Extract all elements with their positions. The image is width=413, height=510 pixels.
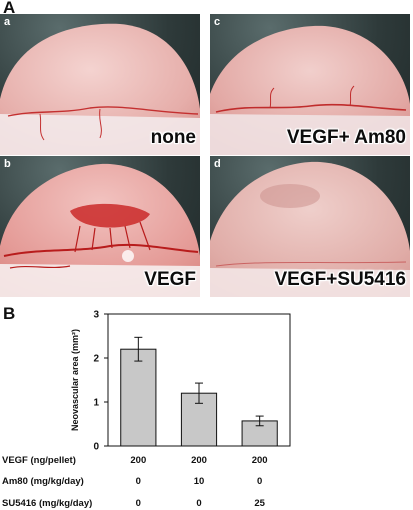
table-cell: 25 [254,498,265,509]
neovascular-area-chart: 0 1 2 3 Neovascular area (mm²) VEGF (ng/pell… [2,310,291,509]
cornea-image [0,23,200,155]
y-tick-label: 1 [93,398,99,409]
table-row-label: Am80 (mg/kg/day) [2,476,84,487]
table-cell: 0 [257,476,262,487]
table-cell: 200 [130,455,146,466]
y-tick-label: 3 [93,310,99,321]
photo-letter: a [4,16,11,28]
panel-b-letter: B [3,304,16,323]
panel-a-letter: A [3,0,16,17]
table-cell: 10 [194,476,205,487]
photo-vegf-su5416: d VEGF+SU5416 [210,156,410,297]
cornea-image [210,161,410,297]
photo-letter: d [214,158,221,170]
photo-label: none [150,127,196,148]
plot-area: 0 1 2 3 Neovascular area (mm²) [70,310,291,453]
y-tick-label: 0 [93,442,99,453]
photo-letter: b [4,158,11,170]
table-row-label: VEGF (ng/pellet) [2,455,76,466]
photo-label: VEGF+ Am80 [286,127,406,148]
table-cell: 200 [252,455,268,466]
table-row-label: SU5416 (mg/kg/day) [2,498,92,509]
photo-none: a none [0,14,200,155]
photo-vegf: b VEGF [0,156,200,297]
cornea-image [0,163,200,297]
photo-vegf-am80: c VEGF+ Am80 [210,14,410,155]
photo-letter: c [214,16,221,28]
treatment-table: VEGF (ng/pellet) 200 200 200 Am80 (mg/kg/day… [2,455,268,509]
y-tick-label: 2 [93,354,99,365]
table-cell: 0 [136,476,141,487]
y-axis-title: Neovascular area (mm²) [70,329,80,431]
cornea-image [210,25,410,155]
table-cell: 0 [196,498,201,509]
table-cell: 200 [191,455,207,466]
photo-label: VEGF [144,269,196,290]
bar [120,348,157,447]
table-cell: 0 [136,498,141,509]
photo-label: VEGF+SU5416 [274,269,407,290]
